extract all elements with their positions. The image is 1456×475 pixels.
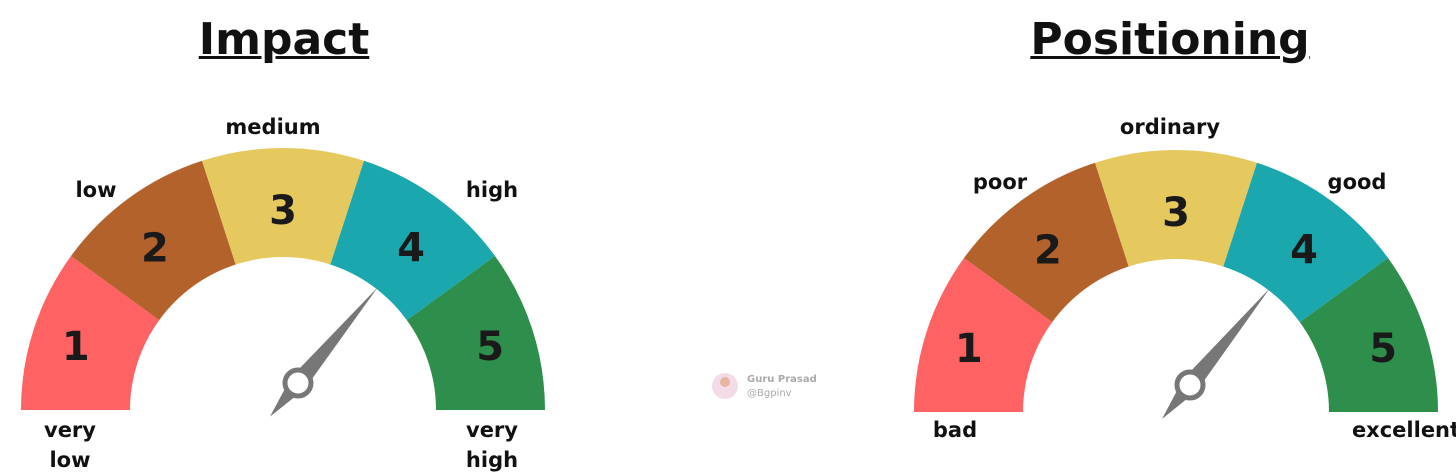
segment-label: high [465,178,519,202]
segment-label: ordinary [1119,115,1221,139]
segment-label: very high [465,418,519,472]
segment-label: medium [225,115,321,139]
segment-label: very low [44,418,96,472]
gauge-segment [964,162,1129,323]
segment-number: 4 [397,226,425,272]
gauge-segment [914,258,1053,412]
segment-number: 3 [1162,190,1190,236]
segment-number: 1 [62,324,90,370]
watermark-name: Guru Prasad [747,374,817,385]
gauge-title: Impact [198,14,370,65]
segment-label: good [1327,170,1387,194]
segment-label: poor [972,170,1028,194]
segment-label: bad [932,418,978,442]
segment-label: excellent [1351,418,1456,442]
gauge-title: Positioning [1030,14,1310,65]
needle-hub [1174,369,1206,401]
gauge-segment [1095,149,1257,267]
segment-number: 4 [1290,228,1318,274]
segment-number: 3 [269,188,297,234]
gauge-segment [1299,258,1438,412]
segment-number: 1 [955,326,983,372]
segment-number: 2 [1034,228,1062,274]
watermark-handle: @Bgpinv [747,388,792,399]
gauge-segment [406,256,545,410]
gauge-segment [330,160,495,321]
needle-hub [282,367,314,399]
segment-number: 5 [476,324,504,370]
gauge-segment [20,256,160,410]
segment-number: 5 [1369,326,1397,372]
gauge-segment [202,147,364,265]
gauge-segment [1223,162,1388,323]
gauge-segment [71,160,236,321]
segment-label: low [75,178,117,202]
segment-number: 2 [141,226,169,272]
